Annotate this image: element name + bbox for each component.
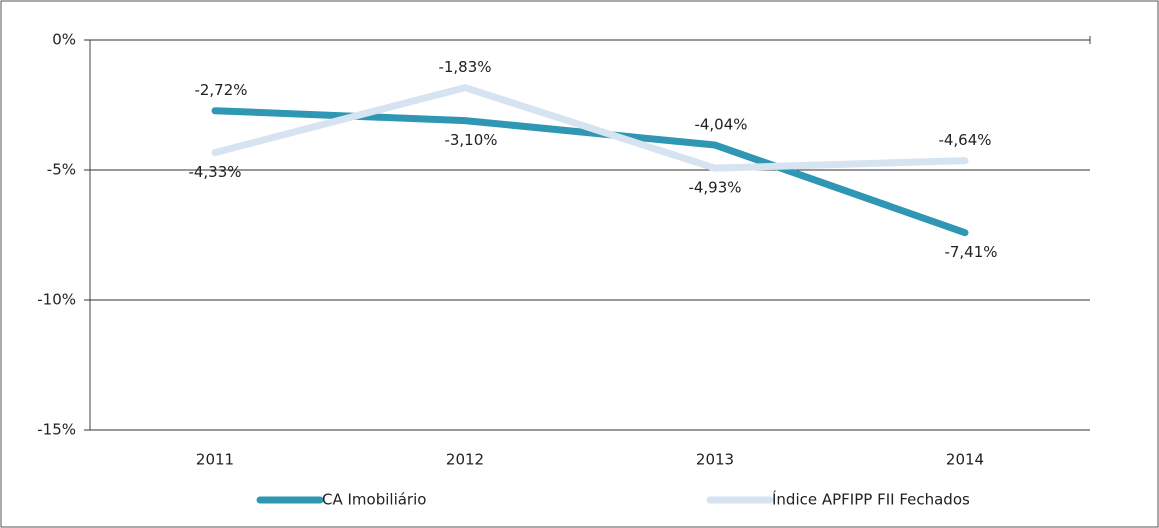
y-tick-label: -10% <box>37 291 76 309</box>
legend-label: CA Imobiliário <box>322 491 426 509</box>
data-label: -4,33% <box>188 163 241 181</box>
y-tick-label: 0% <box>52 31 76 49</box>
series-line <box>211 107 969 237</box>
y-tick-label: -15% <box>37 421 76 439</box>
x-tick-label: 2011 <box>196 451 234 469</box>
x-tick-label: 2012 <box>446 451 484 469</box>
data-label: -4,04% <box>694 116 747 134</box>
data-label: -3,10% <box>444 131 497 149</box>
data-label: -2,72% <box>194 81 247 99</box>
legend-label: Índice APFIPP FII Fechados <box>772 490 970 509</box>
data-label: -7,41% <box>944 243 997 261</box>
y-tick-label: -5% <box>47 161 76 179</box>
data-label: -1,83% <box>438 58 491 76</box>
x-tick-label: 2014 <box>946 451 984 469</box>
x-tick-label: 2013 <box>696 451 734 469</box>
data-label: -4,64% <box>938 131 991 149</box>
data-label: -4,93% <box>688 179 741 197</box>
series-line <box>211 84 969 172</box>
